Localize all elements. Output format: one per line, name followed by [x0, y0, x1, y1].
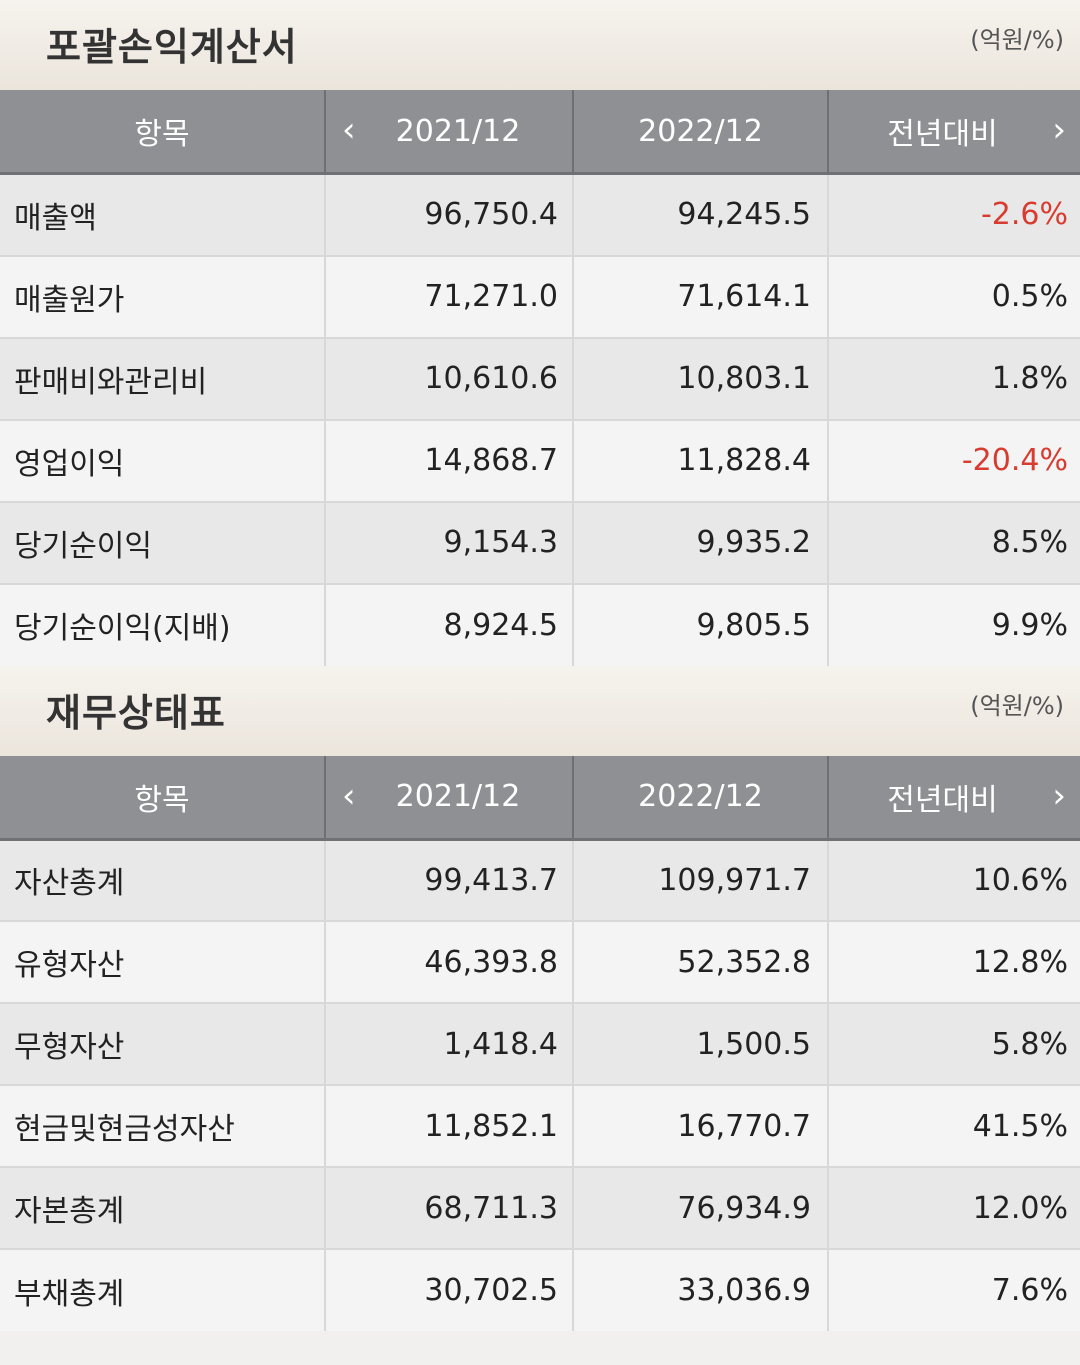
value-yoy: 1.8%: [827, 336, 1080, 420]
chevron-left-icon[interactable]: ‹: [342, 110, 356, 151]
balance-table: 항목 ‹ 2021/12 2022/12 전년대비 › 자산총계 99,413.…: [0, 755, 1080, 1331]
table-row: 영업이익 14,868.7 11,828.4 -20.4%: [0, 418, 1080, 502]
value-2021: 8,924.5: [324, 582, 573, 666]
row-item: 매출원가: [0, 254, 325, 338]
balance-section-header: 재무상태표 (억원/%): [0, 665, 1080, 756]
value-yoy: 9.9%: [827, 582, 1080, 666]
value-2022: 10,803.1: [572, 336, 828, 420]
value-2022: 33,036.9: [572, 1248, 828, 1331]
table-row: 당기순이익(지배) 8,924.5 9,805.5 9.9%: [0, 582, 1080, 666]
value-2022: 16,770.7: [572, 1084, 828, 1167]
value-2022: 52,352.8: [572, 920, 828, 1003]
value-2021: 11,852.1: [324, 1084, 573, 1167]
table-row: 매출액 96,750.4 94,245.5 -2.6%: [0, 172, 1080, 256]
value-2021: 96,750.4: [324, 172, 573, 256]
value-yoy: -20.4%: [827, 418, 1080, 502]
column-header-item: 항목: [0, 90, 325, 174]
column-header-yoy: 전년대비 ›: [827, 90, 1080, 174]
value-yoy: -2.6%: [827, 172, 1080, 256]
value-2022: 11,828.4: [572, 418, 828, 502]
value-yoy: 0.5%: [827, 254, 1080, 338]
value-2021: 99,413.7: [324, 838, 573, 921]
value-2021: 9,154.3: [324, 500, 573, 584]
value-yoy: 5.8%: [827, 1002, 1080, 1085]
value-2021: 71,271.0: [324, 254, 573, 338]
row-item: 당기순이익(지배): [0, 582, 325, 666]
row-item: 매출액: [0, 172, 325, 256]
table-row: 유형자산 46,393.8 52,352.8 12.8%: [0, 920, 1080, 1003]
value-2022: 76,934.9: [572, 1166, 828, 1249]
value-2022: 1,500.5: [572, 1002, 828, 1085]
balance-unit-label: (억원/%): [970, 691, 1064, 720]
table-row: 현금및현금성자산 11,852.1 16,770.7 41.5%: [0, 1084, 1080, 1167]
value-2022: 109,971.7: [572, 838, 828, 921]
table-row: 자본총계 68,711.3 76,934.9 12.0%: [0, 1166, 1080, 1249]
value-2022: 71,614.1: [572, 254, 828, 338]
value-yoy: 8.5%: [827, 500, 1080, 584]
value-2021: 30,702.5: [324, 1248, 573, 1331]
table-row: 자산총계 99,413.7 109,971.7 10.6%: [0, 838, 1080, 921]
chevron-right-icon[interactable]: ›: [1052, 775, 1066, 816]
value-2021: 68,711.3: [324, 1166, 573, 1249]
column-header-yoy: 전년대비 ›: [827, 755, 1080, 839]
value-yoy: 12.8%: [827, 920, 1080, 1003]
income-section-title: 포괄손익계산서: [46, 25, 298, 69]
balance-header-row: 항목 ‹ 2021/12 2022/12 전년대비 ›: [0, 755, 1080, 839]
column-header-item: 항목: [0, 755, 325, 839]
value-2022: 9,805.5: [572, 582, 828, 666]
income-section-header: 포괄손익계산서 (억원/%): [0, 0, 1080, 90]
column-header-2021: ‹ 2021/12: [324, 755, 573, 839]
income-header-row: 항목 ‹ 2021/12 2022/12 전년대비 ›: [0, 90, 1080, 174]
row-item: 무형자산: [0, 1002, 325, 1085]
row-item: 판매비와관리비: [0, 336, 325, 420]
value-yoy: 41.5%: [827, 1084, 1080, 1167]
balance-section-title: 재무상태표: [46, 690, 226, 735]
table-row: 판매비와관리비 10,610.6 10,803.1 1.8%: [0, 336, 1080, 420]
value-2022: 9,935.2: [572, 500, 828, 584]
row-item: 자산총계: [0, 838, 325, 921]
income-unit-label: (억원/%): [970, 26, 1064, 54]
row-item: 현금및현금성자산: [0, 1084, 325, 1167]
column-header-2022: 2022/12: [572, 755, 828, 839]
table-row: 부채총계 30,702.5 33,036.9 7.6%: [0, 1248, 1080, 1331]
value-2021: 1,418.4: [324, 1002, 573, 1085]
column-header-2022: 2022/12: [572, 90, 828, 174]
chevron-left-icon[interactable]: ‹: [342, 775, 356, 816]
value-2022: 94,245.5: [572, 172, 828, 256]
row-item: 영업이익: [0, 418, 325, 502]
row-item: 유형자산: [0, 920, 325, 1003]
column-header-2021: ‹ 2021/12: [324, 90, 573, 174]
value-yoy: 7.6%: [827, 1248, 1080, 1331]
value-2021: 14,868.7: [324, 418, 573, 502]
chevron-right-icon[interactable]: ›: [1052, 110, 1066, 151]
value-yoy: 12.0%: [827, 1166, 1080, 1249]
income-table: 항목 ‹ 2021/12 2022/12 전년대비 › 매출액 96,750.4…: [0, 90, 1080, 666]
table-row: 무형자산 1,418.4 1,500.5 5.8%: [0, 1002, 1080, 1085]
value-2021: 46,393.8: [324, 920, 573, 1003]
table-row: 당기순이익 9,154.3 9,935.2 8.5%: [0, 500, 1080, 584]
value-yoy: 10.6%: [827, 838, 1080, 921]
row-item: 부채총계: [0, 1248, 325, 1331]
value-2021: 10,610.6: [324, 336, 573, 420]
table-row: 매출원가 71,271.0 71,614.1 0.5%: [0, 254, 1080, 338]
row-item: 자본총계: [0, 1166, 325, 1249]
row-item: 당기순이익: [0, 500, 325, 584]
